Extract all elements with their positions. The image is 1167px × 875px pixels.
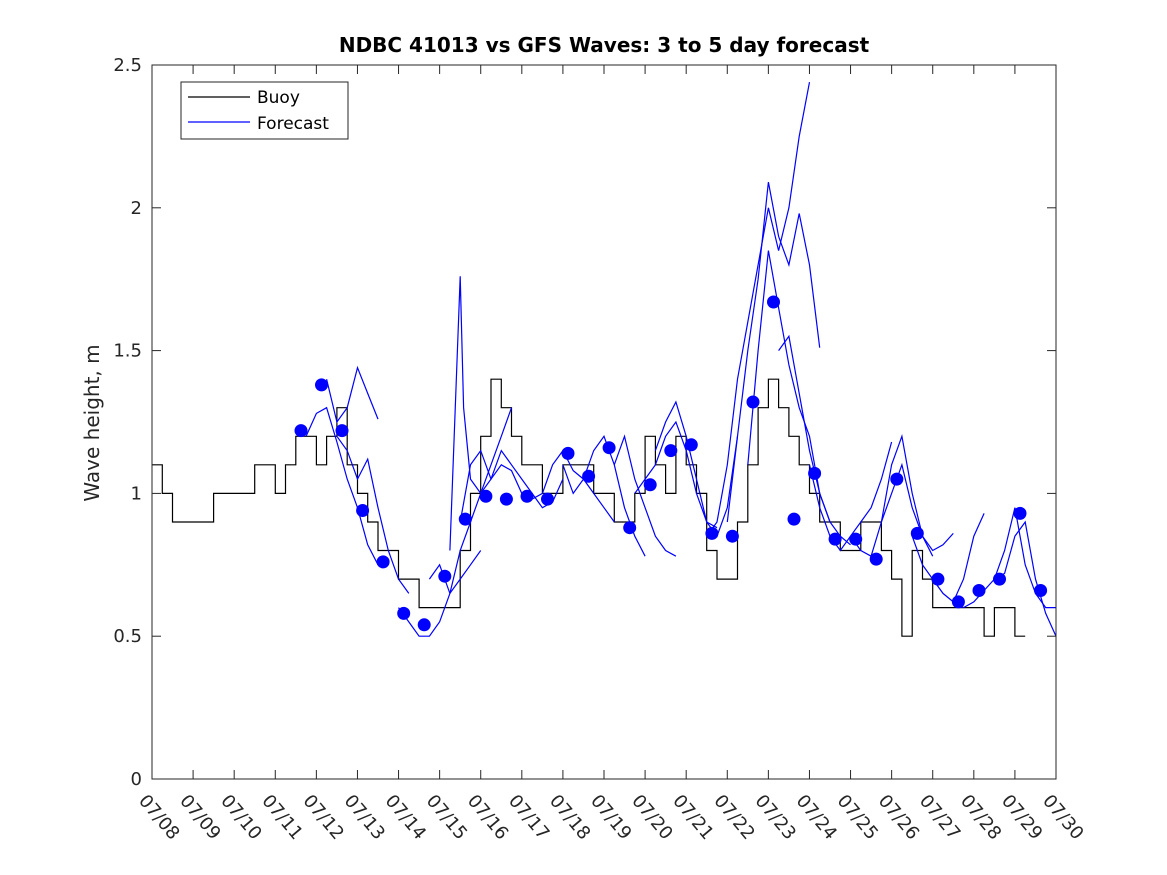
legend: Buoy Forecast — [180, 81, 349, 140]
forecast-marker — [684, 438, 698, 452]
forecast-marker — [479, 489, 493, 503]
forecast-marker — [993, 572, 1006, 586]
forecast-line — [994, 520, 1057, 637]
y-axis-ticks: 0 0.5 1 1.5 2 2.5 — [113, 55, 1056, 790]
forecast-line — [880, 462, 954, 552]
forecast-marker — [869, 552, 883, 566]
forecast-line — [305, 406, 379, 566]
forecast-marker — [356, 504, 370, 517]
forecast-line — [654, 400, 739, 538]
forecast-line — [953, 507, 1056, 609]
y-tick-label: 2.5 — [113, 55, 142, 76]
forecast-marker — [951, 595, 965, 609]
forecast-line — [336, 435, 410, 594]
forecast-marker — [1013, 506, 1027, 520]
forecast-marker — [397, 606, 411, 620]
forecast-marker — [335, 424, 349, 438]
forecast-marker — [1034, 584, 1048, 597]
forecast-marker — [705, 526, 719, 540]
forecast-line — [613, 434, 677, 557]
forecast-marker — [746, 395, 760, 409]
forecast-line — [634, 420, 718, 529]
forecast-marker — [890, 472, 904, 486]
forecast-marker — [541, 492, 554, 506]
forecast-marker — [767, 295, 780, 309]
buoy-series — [152, 378, 1026, 637]
forecast-marker — [808, 466, 822, 480]
legend-buoy-label: Buoy — [257, 88, 300, 108]
forecast-marker — [561, 446, 575, 460]
forecast-line — [850, 433, 934, 558]
forecast-marker — [725, 529, 739, 543]
forecast-marker — [417, 618, 431, 632]
forecast-marker — [458, 512, 472, 526]
chart-title: NDBC 41013 vs GFS Waves: 3 to 5 day fore… — [339, 33, 870, 57]
plot-background — [152, 65, 1056, 779]
forecast-line — [911, 513, 985, 603]
forecast-marker — [376, 555, 390, 569]
forecast-marker — [849, 532, 863, 546]
buoy-line — [152, 378, 1026, 637]
forecast-marker — [582, 469, 596, 483]
forecast-marker — [787, 512, 801, 526]
forecast-marker — [602, 441, 616, 455]
forecast-marker — [438, 569, 452, 583]
forecast-marker — [664, 444, 678, 458]
forecast-marker — [315, 378, 328, 392]
forecast-marker — [910, 526, 924, 540]
forecast-line — [449, 276, 513, 551]
y-tick-label: 2 — [131, 198, 142, 219]
plot-area — [151, 64, 1057, 780]
forecast-marker — [520, 489, 534, 503]
forecast-line — [428, 550, 482, 595]
forecast-line — [706, 81, 811, 537]
y-tick-label: 0 — [131, 769, 142, 790]
legend-forecast-label: Forecast — [257, 114, 329, 134]
forecast-marker — [294, 424, 308, 438]
forecast-marker — [623, 521, 637, 535]
forecast-line — [326, 365, 379, 424]
forecast-line — [398, 493, 482, 637]
y-tick-label: 1.5 — [113, 341, 142, 362]
forecast-marker — [499, 492, 513, 506]
forecast-line — [459, 449, 533, 523]
forecast-marker — [828, 532, 842, 546]
forecast-marker — [972, 584, 986, 597]
forecast-marker — [643, 478, 657, 492]
legend-box — [180, 81, 349, 140]
forecast-line — [726, 181, 821, 523]
y-axis-label: Wave height, m — [80, 344, 104, 501]
y-tick-label: 0.5 — [113, 626, 142, 647]
forecast-line — [531, 449, 615, 523]
forecast-markers — [294, 295, 1048, 632]
forecast-marker — [931, 572, 945, 586]
y-tick-label: 1 — [131, 483, 142, 504]
